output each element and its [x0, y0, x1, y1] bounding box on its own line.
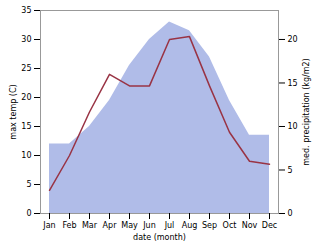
svg-text:Nov: Nov — [242, 221, 258, 230]
svg-text:Sep: Sep — [202, 221, 217, 230]
svg-text:Jun: Jun — [142, 221, 156, 230]
svg-text:10: 10 — [21, 151, 31, 160]
svg-text:Jan: Jan — [42, 221, 55, 230]
svg-text:20: 20 — [288, 35, 298, 44]
svg-text:Dec: Dec — [262, 221, 277, 230]
svg-text:0: 0 — [288, 209, 293, 218]
svg-text:0: 0 — [26, 209, 31, 218]
svg-text:max temp (C): max temp (C) — [9, 84, 18, 139]
svg-text:med. precipitation (kg/m2): med. precipitation (kg/m2) — [302, 58, 311, 165]
svg-text:10: 10 — [288, 122, 298, 131]
svg-text:35: 35 — [21, 6, 31, 15]
svg-text:5: 5 — [288, 166, 293, 175]
svg-text:Oct: Oct — [223, 221, 237, 230]
svg-text:Mar: Mar — [82, 221, 98, 230]
svg-text:5: 5 — [26, 180, 31, 189]
svg-text:Jul: Jul — [164, 221, 175, 230]
svg-text:15: 15 — [21, 122, 31, 131]
svg-text:Aug: Aug — [182, 221, 198, 230]
svg-text:15: 15 — [288, 79, 298, 88]
svg-text:30: 30 — [21, 35, 31, 44]
svg-text:Apr: Apr — [103, 221, 118, 230]
svg-text:Feb: Feb — [62, 221, 76, 230]
svg-text:25: 25 — [21, 64, 31, 73]
svg-text:20: 20 — [21, 93, 31, 102]
svg-text:May: May — [121, 221, 138, 230]
svg-text:date (month): date (month) — [133, 233, 186, 242]
